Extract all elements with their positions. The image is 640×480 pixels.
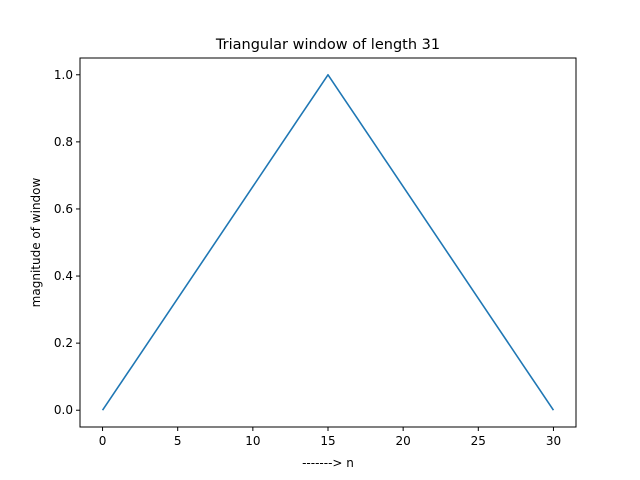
series-line [101, 73, 555, 411]
plot-background [80, 58, 576, 427]
y-tick-label: 0.2 [54, 336, 73, 350]
chart-title: Triangular window of length 31 [215, 37, 440, 53]
y-axis-ticks: 0.0 0.2 0.4 0.6 0.8 1.0 [54, 68, 80, 417]
y-tick-label: 0.6 [54, 202, 73, 216]
y-tick-label: 1.0 [54, 68, 73, 82]
x-tick-label: 0 [99, 434, 107, 448]
x-tick-label: 30 [546, 434, 561, 448]
series-layer [101, 73, 555, 411]
x-tick-label: 10 [245, 434, 260, 448]
x-axis-label: -------> n [302, 456, 354, 470]
x-tick-label: 25 [471, 434, 486, 448]
x-tick-label: 5 [174, 434, 182, 448]
y-axis-label: magnitude of window [29, 178, 43, 308]
plot-area [79, 57, 577, 428]
x-tick-label: 20 [396, 434, 411, 448]
y-tick-label: 0.8 [54, 135, 73, 149]
x-axis-ticks: 0 5 10 15 20 25 30 [99, 427, 561, 448]
x-tick-label: 15 [320, 434, 335, 448]
y-tick-label: 0.4 [54, 269, 73, 283]
y-tick-label: 0.0 [54, 403, 73, 417]
